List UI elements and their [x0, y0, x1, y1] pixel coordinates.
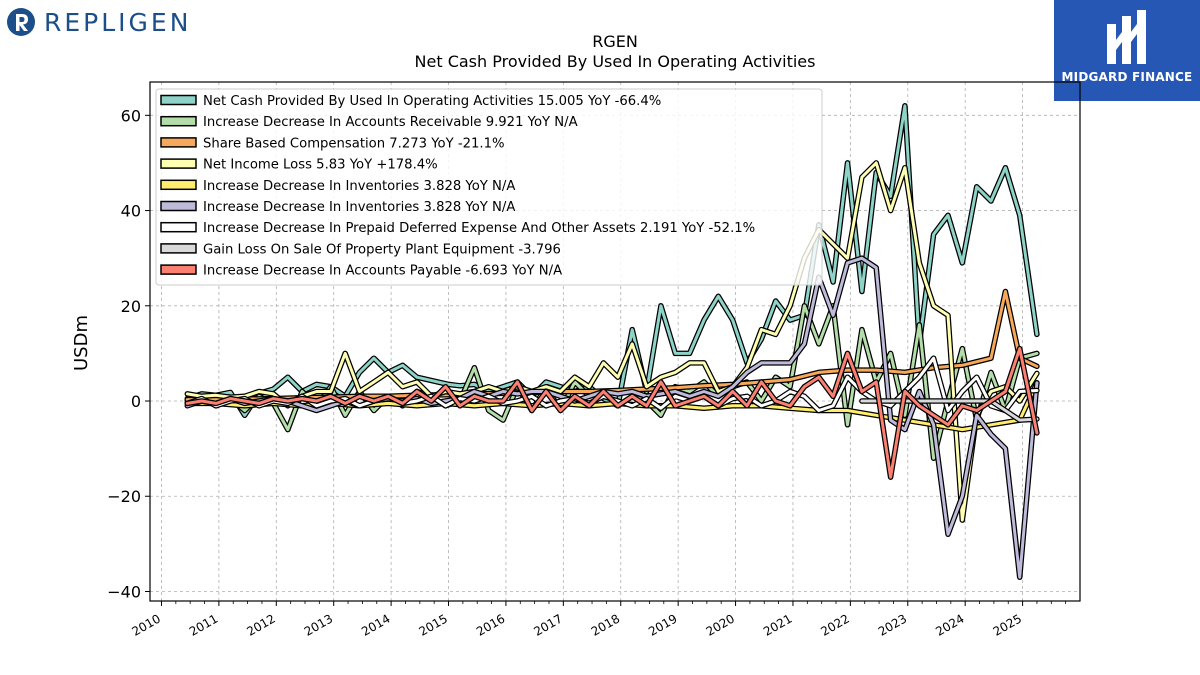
series-2	[184, 303, 1040, 461]
y-tick-label: 20	[121, 297, 141, 316]
legend-entry-6: Increase Decrease In Inventories 3.828 Y…	[160, 200, 515, 215]
series-line	[860, 399, 1039, 422]
legend-entry-8: Gain Loss On Sale Of Property Plant Equi…	[160, 242, 561, 257]
legend-swatch	[160, 137, 197, 148]
legend-label: Increase Decrease In Accounts Receivable…	[203, 115, 578, 130]
legend-swatch	[160, 158, 197, 169]
chart-title: RGEN	[592, 32, 638, 51]
legend-label: Increase Decrease In Accounts Payable -6…	[203, 264, 562, 279]
legend-entry-3: Share Based Compensation 7.273 YoY -21.1…	[160, 136, 505, 151]
series-9	[184, 345, 1040, 480]
repligen-wordmark: REPLIGEN	[44, 7, 192, 37]
legend-entry-4: Net Income Loss 5.83 YoY +178.4%	[160, 158, 438, 173]
repligen-r-icon	[7, 8, 35, 36]
y-axis: −40 −20 0 20 40 60	[107, 106, 150, 601]
series-line	[185, 347, 1039, 479]
y-tick-label: −40	[107, 582, 141, 601]
x-tick-label: 2021	[761, 611, 794, 638]
legend-entry-2: Increase Decrease In Accounts Receivable…	[160, 115, 578, 130]
plot-frame	[149, 81, 1081, 602]
x-tick-label: 2016	[474, 611, 507, 638]
y-tick-label: −20	[107, 487, 141, 506]
midgard-wordmark: MIDGARD FINANCE	[1061, 70, 1193, 84]
series-4	[184, 160, 1040, 523]
x-tick-label: 2013	[302, 611, 335, 638]
legend-entry-5: Increase Decrease In Inventories 3.828 Y…	[160, 179, 515, 194]
x-tick-label: 2018	[589, 611, 622, 638]
legend-swatch	[160, 94, 197, 106]
legend-swatch	[160, 221, 197, 233]
legend-swatch	[160, 179, 197, 191]
legend-label: Gain Loss On Sale Of Property Plant Equi…	[203, 242, 561, 257]
legend-swatch	[160, 115, 197, 127]
x-tick-label: 2019	[646, 611, 679, 638]
y-tick-label: 60	[121, 106, 141, 125]
chart-subtitle: Net Cash Provided By Used In Operating A…	[415, 52, 816, 71]
legend-swatch	[160, 200, 197, 212]
series-8	[859, 398, 1040, 423]
legend-swatch	[160, 264, 197, 275]
legend-label: Increase Decrease In Inventories 3.828 Y…	[203, 200, 515, 215]
series-6	[184, 255, 1040, 580]
x-tick-label: 2010	[130, 611, 163, 638]
y-tick-label: 0	[131, 392, 141, 411]
x-tick-label: 2012	[244, 611, 277, 638]
x-tick-label: 2014	[359, 611, 392, 638]
legend-entry-1: Net Cash Provided By Used In Operating A…	[160, 94, 661, 109]
legend-label: Share Based Compensation 7.273 YoY -21.1…	[203, 136, 505, 151]
x-tick-label: 2022	[818, 611, 851, 638]
series-line	[185, 256, 1039, 579]
legend-label: Net Cash Provided By Used In Operating A…	[203, 94, 661, 109]
y-tick-label: 40	[121, 202, 141, 221]
series-line	[185, 304, 1039, 460]
legend-entry-7: Increase Decrease In Prepaid Deferred Ex…	[160, 221, 755, 236]
plot-area	[184, 103, 1040, 580]
x-tick-label: 2023	[876, 611, 909, 638]
y-axis-label: USDm	[71, 315, 92, 371]
x-tick-label: 2025	[991, 611, 1024, 638]
legend-swatch	[160, 243, 197, 254]
repligen-logo: REPLIGEN	[6, 4, 206, 40]
midgard-mark-icon	[1107, 10, 1146, 64]
x-axis: 2010 2011 2012 2013 2014 2015 2016 2017 2018 2019…	[130, 601, 1067, 639]
legend: Net Cash Provided By Used In Operating A…	[155, 88, 823, 286]
x-tick-label: 2024	[933, 611, 966, 638]
legend-label: Increase Decrease In Inventories 3.828 Y…	[203, 179, 515, 194]
midgard-finance-logo: MIDGARD FINANCE	[1054, 0, 1200, 101]
x-tick-label: 2020	[704, 611, 737, 638]
legend-entry-9: Increase Decrease In Accounts Payable -6…	[160, 264, 562, 279]
legend-label: Increase Decrease In Prepaid Deferred Ex…	[203, 221, 755, 236]
x-tick-label: 2017	[531, 611, 564, 638]
x-tick-label: 2011	[187, 611, 220, 638]
series-line	[185, 161, 1039, 522]
x-tick-label: 2015	[417, 611, 450, 638]
legend-label: Net Income Loss 5.83 YoY +178.4%	[203, 158, 438, 173]
legend-frame	[155, 88, 823, 286]
